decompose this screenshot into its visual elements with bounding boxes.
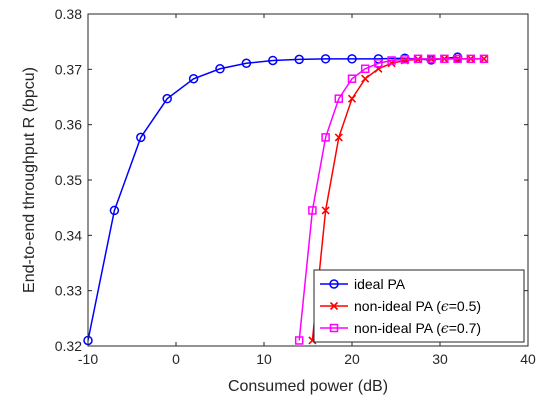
series-3-point [308,206,317,215]
series-3-point [360,64,370,74]
legend: ideal PA non-ideal PA (ϵ=0.5) non-ideal PA… [313,269,525,343]
legend-label: non-ideal PA (ϵ=0.5) [354,298,481,315]
legend-swatch-marker [329,323,339,333]
y-tick-label: 0.32 [55,338,82,354]
x-tick-label: 10 [256,351,272,367]
series-3-point [440,54,449,64]
legend-label: non-ideal PA (ϵ=0.7) [354,320,481,337]
legend-label: ideal PA [354,276,406,292]
y-tick-label: 0.36 [55,117,82,133]
x-tick-label: 20 [344,351,360,367]
series-1-line [87,56,458,341]
series-3-point [413,54,423,64]
y-tick-label: 0.34 [55,227,82,243]
series-2-point [361,74,370,83]
legend-swatch-marker [329,301,339,311]
legend-box [313,269,525,343]
series-3-point [387,56,396,65]
series-3-point [479,54,489,64]
series-layer [83,52,489,346]
series-1-point [162,93,172,104]
legend-item-2: non-ideal PA (ϵ=0.5) [320,298,481,315]
x-tick-label: 30 [432,351,448,367]
series-1-point [109,205,120,216]
series-2-point [347,94,357,103]
y-axis-label: End-to-end throughput R (bpcu) [21,67,38,293]
x-tick-label: -10 [78,351,98,367]
series-3-point [374,58,383,68]
series-1-point [320,54,331,64]
x-tick-label: 0 [172,351,180,367]
y-tick-label: 0.35 [55,172,82,188]
legend-item-3: non-ideal PA (ϵ=0.7) [320,320,481,337]
legend-item-1: ideal PA [320,276,406,292]
series-2-point [334,133,343,142]
series-3-point [347,74,357,83]
series-3-point [321,133,330,142]
series-3-point [466,54,476,64]
x-axis-label: Consumed power (dB) [228,378,388,395]
series-3-point [400,55,410,64]
y-tick-label: 0.37 [55,61,82,77]
series-1-point [347,54,357,64]
series-3-point [453,54,462,64]
series-1-point [241,58,252,68]
series-1-point [268,55,278,66]
series-3-line [298,58,484,341]
series-1-point [136,132,146,143]
ticks-layer: -10 0 10 20 30 40 0.32 0.33 0.34 0.35 0.36 0.37 0.38 [55,6,536,367]
series-3-point [334,94,344,103]
series-1-point [294,54,304,65]
y-tick-label: 0.38 [55,6,82,22]
legend-swatch-marker [329,279,339,289]
series-3-point [294,336,304,345]
y-tick-label: 0.33 [55,283,82,299]
series-1-point [215,64,225,74]
legend-items: ideal PA non-ideal PA (ϵ=0.5) non-ideal PA… [320,276,481,337]
series-1-point [188,73,199,84]
series-3-point [426,54,436,64]
series-3 [294,54,489,345]
series-2-point [321,206,330,215]
x-tick-label: 40 [520,351,536,367]
